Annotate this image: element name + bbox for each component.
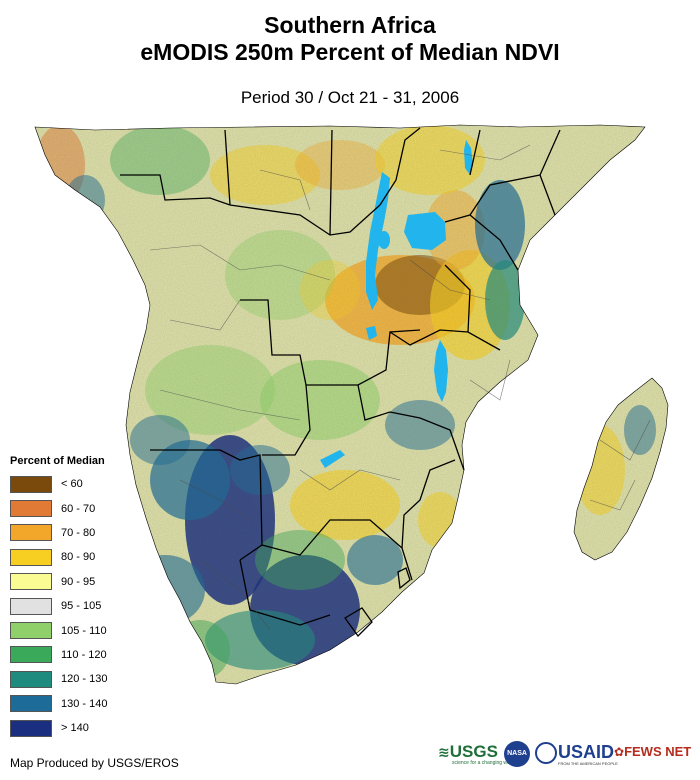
fews-net-logo: ✿FEWS NET	[614, 744, 692, 759]
legend-label: 110 - 120	[61, 648, 107, 661]
legend-item: 120 - 130	[10, 667, 170, 691]
partner-logos: ≋USGS science for a changing world NASA …	[438, 738, 693, 774]
legend-label: 90 - 95	[61, 575, 96, 588]
lake-kivu	[378, 231, 390, 249]
legend-item: > 140	[10, 716, 170, 740]
title-line-2: eMODIS 250m Percent of Median NDVI	[140, 39, 560, 65]
subnational-borders	[149, 144, 651, 631]
legend-label: 105 - 110	[61, 624, 107, 637]
usgs-logo: ≋USGS science for a changing world	[438, 742, 516, 766]
legend-label: 120 - 130	[61, 673, 108, 686]
usaid-logo: USAID FROM THE AMERICAN PEOPLE	[558, 742, 618, 766]
lake-mweru	[366, 326, 377, 340]
national-borders	[120, 127, 561, 637]
legend-label: 60 - 70	[61, 502, 96, 515]
legend: Percent of Median < 60 60 - 70 70 - 80 80 -…	[10, 455, 170, 740]
legend-swatch	[10, 646, 52, 664]
usgs-logo-icon: ≋	[438, 744, 450, 760]
legend-swatch	[10, 524, 52, 542]
map-title: Southern Africa eMODIS 250m Percent of M…	[0, 12, 700, 66]
nasa-logo: NASA	[504, 741, 530, 767]
lake-malawi	[434, 340, 448, 402]
legend-swatch	[10, 622, 52, 640]
usaid-seal-icon	[535, 742, 557, 764]
legend-title: Percent of Median	[10, 455, 105, 467]
lake-victoria	[404, 212, 446, 250]
legend-swatch	[10, 500, 52, 518]
mainland-outline	[34, 124, 646, 685]
legend-swatch	[10, 548, 52, 566]
legend-item: 130 - 140	[10, 692, 170, 716]
legend-swatch	[10, 597, 52, 615]
legend-item: 110 - 120	[10, 643, 170, 667]
legend-label: 80 - 90	[61, 551, 96, 564]
legend-label: 130 - 140	[61, 697, 108, 710]
legend-item: 95 - 105	[10, 594, 170, 618]
legend-label: 95 - 105	[61, 600, 102, 613]
fews-wheat-icon: ✿	[614, 745, 625, 759]
legend-swatch	[10, 695, 52, 713]
legend-swatch	[10, 670, 52, 688]
legend-item: 105 - 110	[10, 618, 170, 642]
legend-item: < 60	[10, 472, 170, 496]
legend-label: > 140	[61, 722, 89, 735]
legend-label: 70 - 80	[61, 526, 96, 539]
lake-kariba	[320, 450, 345, 468]
water-bodies	[320, 140, 473, 468]
legend-label: < 60	[61, 478, 83, 491]
legend-swatch	[10, 573, 52, 591]
legend-item: 80 - 90	[10, 545, 170, 569]
legend-item: 70 - 80	[10, 521, 170, 545]
map-credit: Map Produced by USGS/EROS	[10, 756, 179, 770]
period-subtitle: Period 30 / Oct 21 - 31, 2006	[240, 88, 460, 107]
legend-item: 60 - 70	[10, 496, 170, 520]
lake-tanganyika	[366, 172, 390, 310]
legend-item: 90 - 95	[10, 570, 170, 594]
lake-turkana	[464, 140, 473, 175]
madagascar-outline	[573, 377, 669, 561]
legend-rows: < 60 60 - 70 70 - 80 80 - 90 90 - 95 95 - 105…	[10, 472, 170, 740]
legend-swatch	[10, 719, 52, 737]
title-line-1: Southern Africa	[264, 12, 436, 38]
legend-swatch	[10, 475, 52, 493]
